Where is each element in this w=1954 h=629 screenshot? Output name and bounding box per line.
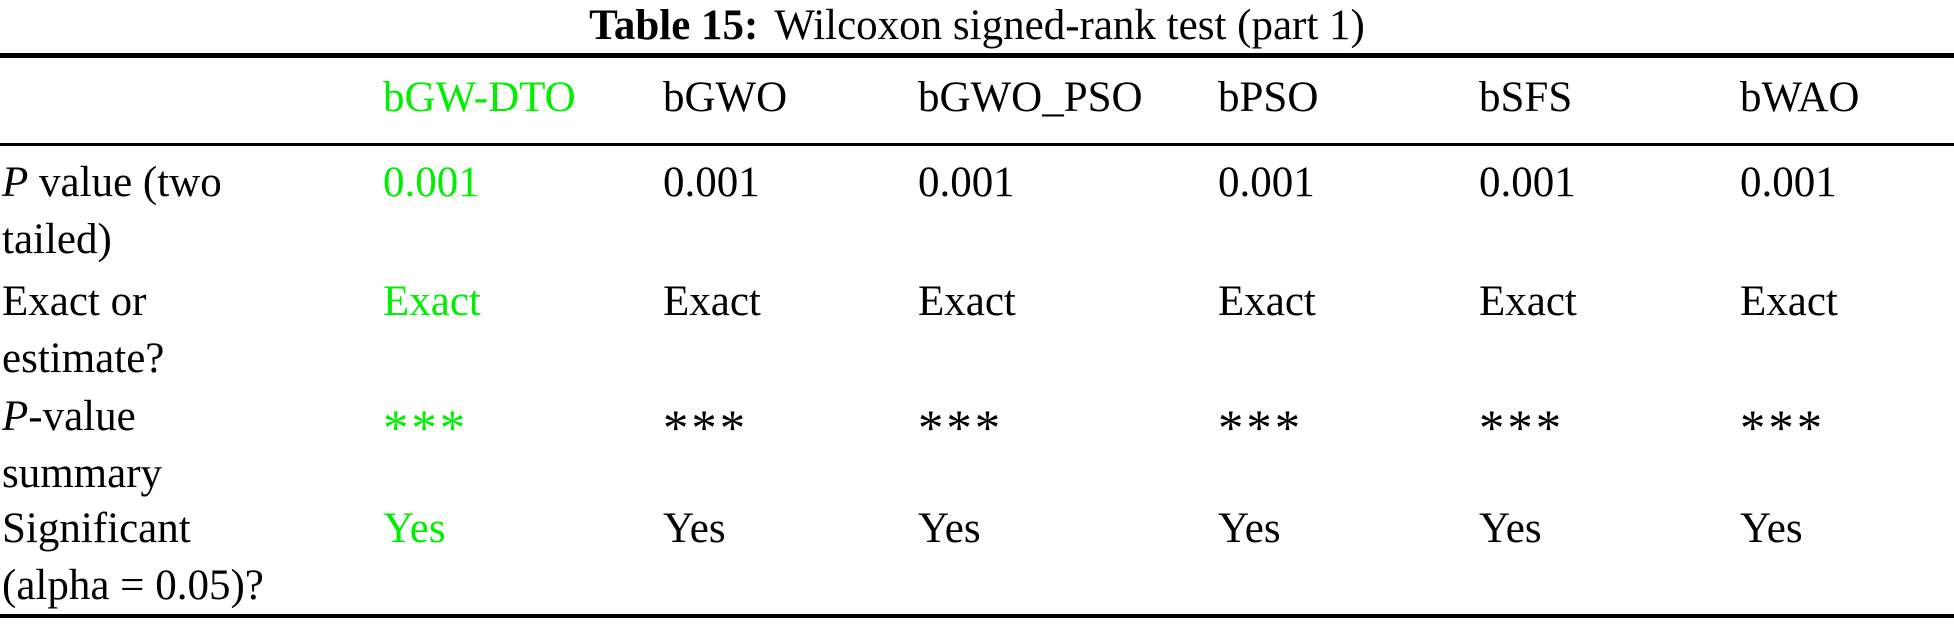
- cell-pvalue-bgwo: 0.001: [663, 159, 760, 206]
- col-header-bwao: bWAO: [1740, 58, 1954, 146]
- row-label-italic-p: P: [2, 159, 29, 206]
- caption-label: Table 15:: [589, 2, 759, 49]
- col-header-bsfs: bSFS: [1479, 58, 1740, 146]
- cell-pvalue-bsfs: 0.001: [1479, 159, 1576, 206]
- caption-text: Wilcoxon signed-rank test (part 1): [774, 2, 1365, 49]
- row-label-p-value: P value (two tailed): [0, 146, 383, 265]
- cell-summary-bgwo-pso: ***: [918, 400, 1004, 457]
- cell-exact-bwao: Exact: [1740, 278, 1838, 325]
- row-label-line1: Significant: [2, 505, 191, 552]
- col-header-bgwo: bGWO: [663, 58, 918, 146]
- col-header-bgwo-pso: bGWO_PSO: [918, 58, 1218, 146]
- cell-summary-bgw-dto: ***: [383, 400, 469, 457]
- cell-significant-bwao: Yes: [1740, 505, 1803, 552]
- row-label-line2: summary: [2, 450, 163, 497]
- cell-summary-bsfs: ***: [1479, 400, 1565, 457]
- cell-summary-bwao: ***: [1740, 400, 1826, 457]
- row-label-line1: -value: [28, 393, 136, 440]
- cell-significant-bsfs: Yes: [1479, 505, 1542, 552]
- cell-pvalue-bgw-dto: 0.001: [383, 159, 480, 206]
- cell-exact-bgwo: Exact: [663, 278, 761, 325]
- cell-pvalue-bwao: 0.001: [1740, 159, 1837, 206]
- cell-exact-bgwo-pso: Exact: [918, 278, 1016, 325]
- table-caption: Table 15: Wilcoxon signed-rank test (part…: [0, 2, 1954, 50]
- cell-significant-bgwo: Yes: [663, 505, 726, 552]
- cell-significant-bgwo-pso: Yes: [918, 505, 981, 552]
- cell-pvalue-bgwo-pso: 0.001: [918, 159, 1015, 206]
- cell-pvalue-bpso: 0.001: [1218, 159, 1315, 206]
- row-label-exact-or-estimate: Exact or estimate?: [0, 265, 383, 382]
- row-label-line2: tailed): [2, 216, 112, 263]
- row-label-line2: estimate?: [2, 335, 165, 382]
- row-label-significant: Significant (alpha = 0.05)?: [0, 492, 383, 614]
- row-label-italic-p: P: [2, 393, 29, 440]
- cell-summary-bpso: ***: [1218, 400, 1304, 457]
- col-header-bgw-dto: bGW-DTO: [383, 58, 663, 146]
- cell-significant-bgw-dto: Yes: [383, 505, 446, 552]
- row-label-line1: value (two: [28, 159, 222, 206]
- cell-exact-bsfs: Exact: [1479, 278, 1577, 325]
- col-header-empty: [0, 58, 383, 146]
- wilcoxon-test-table: bGW-DTO bGWO bGWO_PSO bPSO bSFS bWAO P v…: [0, 53, 1954, 618]
- cell-exact-bpso: Exact: [1218, 278, 1316, 325]
- cell-summary-bgwo: ***: [663, 400, 749, 457]
- row-label-p-value-summary: P-value summary: [0, 380, 383, 497]
- cell-significant-bpso: Yes: [1218, 505, 1281, 552]
- row-label-line2: (alpha = 0.05)?: [2, 562, 264, 609]
- row-label-line1: Exact or: [2, 278, 147, 325]
- col-header-bpso: bPSO: [1218, 58, 1479, 146]
- cell-exact-bgw-dto: Exact: [383, 278, 481, 325]
